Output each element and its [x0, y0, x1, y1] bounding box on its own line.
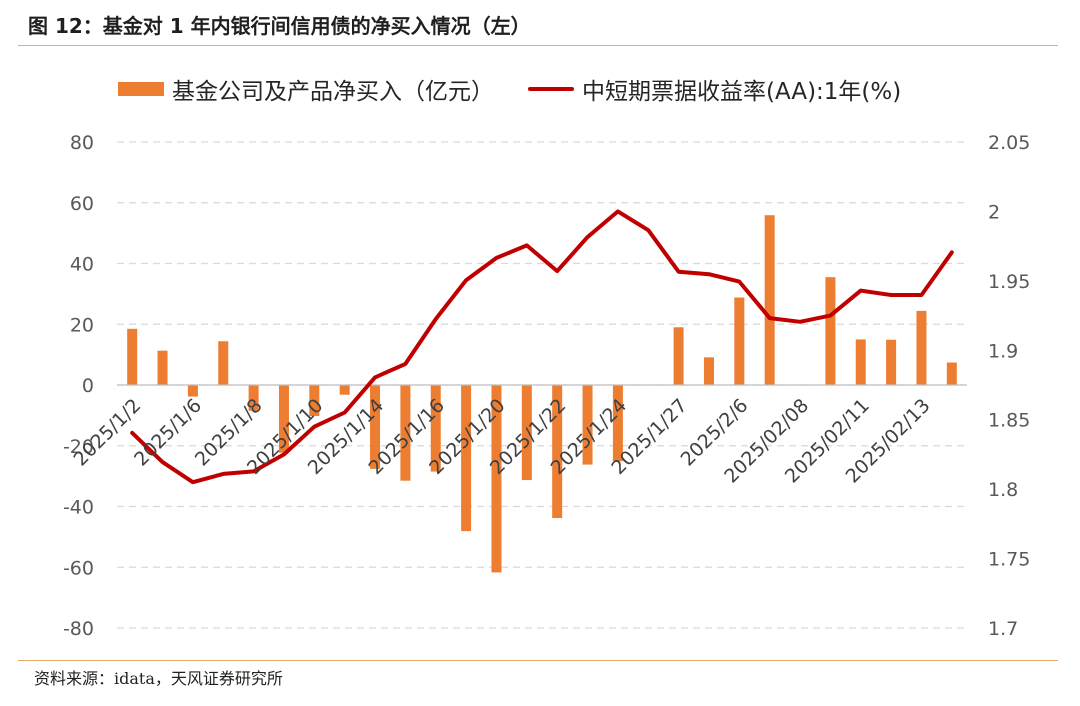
legend-item-line: 中短期票据收益率(AA):1年(%)	[528, 72, 901, 106]
figure-title: 图 12：基金对 1 年内银行间信用债的净买入情况（左）	[28, 14, 531, 38]
bar	[734, 297, 745, 385]
bar	[946, 362, 957, 385]
bar	[370, 385, 381, 469]
bar	[703, 357, 714, 385]
legend-bar-swatch	[118, 82, 164, 96]
y-right-tick-label: 1.85	[988, 410, 1030, 432]
y-left-tick-label: 60	[70, 193, 94, 215]
bar	[582, 385, 593, 465]
y-left-tick-label: 40	[70, 254, 94, 276]
y-right-tick-label: 1.95	[988, 271, 1030, 293]
y-left-tick-label: 0	[82, 375, 94, 397]
y-right-tick-label: 2	[988, 201, 1000, 223]
y-left-tick-label: -60	[63, 557, 94, 579]
bar	[855, 339, 866, 385]
y-right-tick-label: 1.7	[988, 618, 1018, 640]
bar	[886, 339, 897, 385]
bar	[339, 385, 350, 395]
bar	[248, 385, 259, 411]
y-right-tick-label: 2.05	[988, 132, 1030, 154]
legend-line-label: 中短期票据收益率(AA):1年(%)	[582, 79, 902, 105]
bar	[430, 385, 441, 472]
legend-line-swatch	[528, 87, 574, 91]
legend-bar-label: 基金公司及产品净买入（亿元）	[172, 79, 494, 105]
bar	[491, 385, 502, 573]
bar	[278, 385, 289, 453]
bar	[916, 310, 927, 385]
bar	[764, 215, 775, 385]
bar	[127, 328, 138, 385]
bar	[612, 385, 623, 462]
yield-line	[130, 209, 954, 485]
y-left-tick-label: -20	[63, 436, 94, 458]
bar	[521, 385, 532, 481]
y-left-tick-label: -80	[63, 618, 94, 640]
title-divider	[18, 45, 1058, 46]
chart-legend: 基金公司及产品净买入（亿元） 中短期票据收益率(AA):1年(%)	[118, 72, 935, 106]
y-left-tick-label: 80	[70, 132, 94, 154]
source-note: 资料来源：idata，天风证券研究所	[34, 669, 283, 688]
source-divider	[18, 660, 1058, 661]
bar	[157, 350, 168, 385]
y-right-tick-label: 1.75	[988, 549, 1030, 571]
bar	[218, 341, 229, 385]
bar	[552, 385, 563, 519]
y-left-tick-label: -40	[63, 497, 94, 519]
bar	[673, 327, 684, 385]
bar	[309, 385, 320, 416]
y-left-tick-label: 20	[70, 314, 94, 336]
bar	[825, 277, 836, 385]
y-right-tick-label: 1.8	[988, 479, 1018, 501]
y-right-tick-label: 1.9	[988, 340, 1018, 362]
bar	[400, 385, 411, 481]
bar	[461, 385, 472, 532]
legend-item-bars: 基金公司及产品净买入（亿元）	[118, 72, 494, 106]
bar	[187, 385, 198, 397]
